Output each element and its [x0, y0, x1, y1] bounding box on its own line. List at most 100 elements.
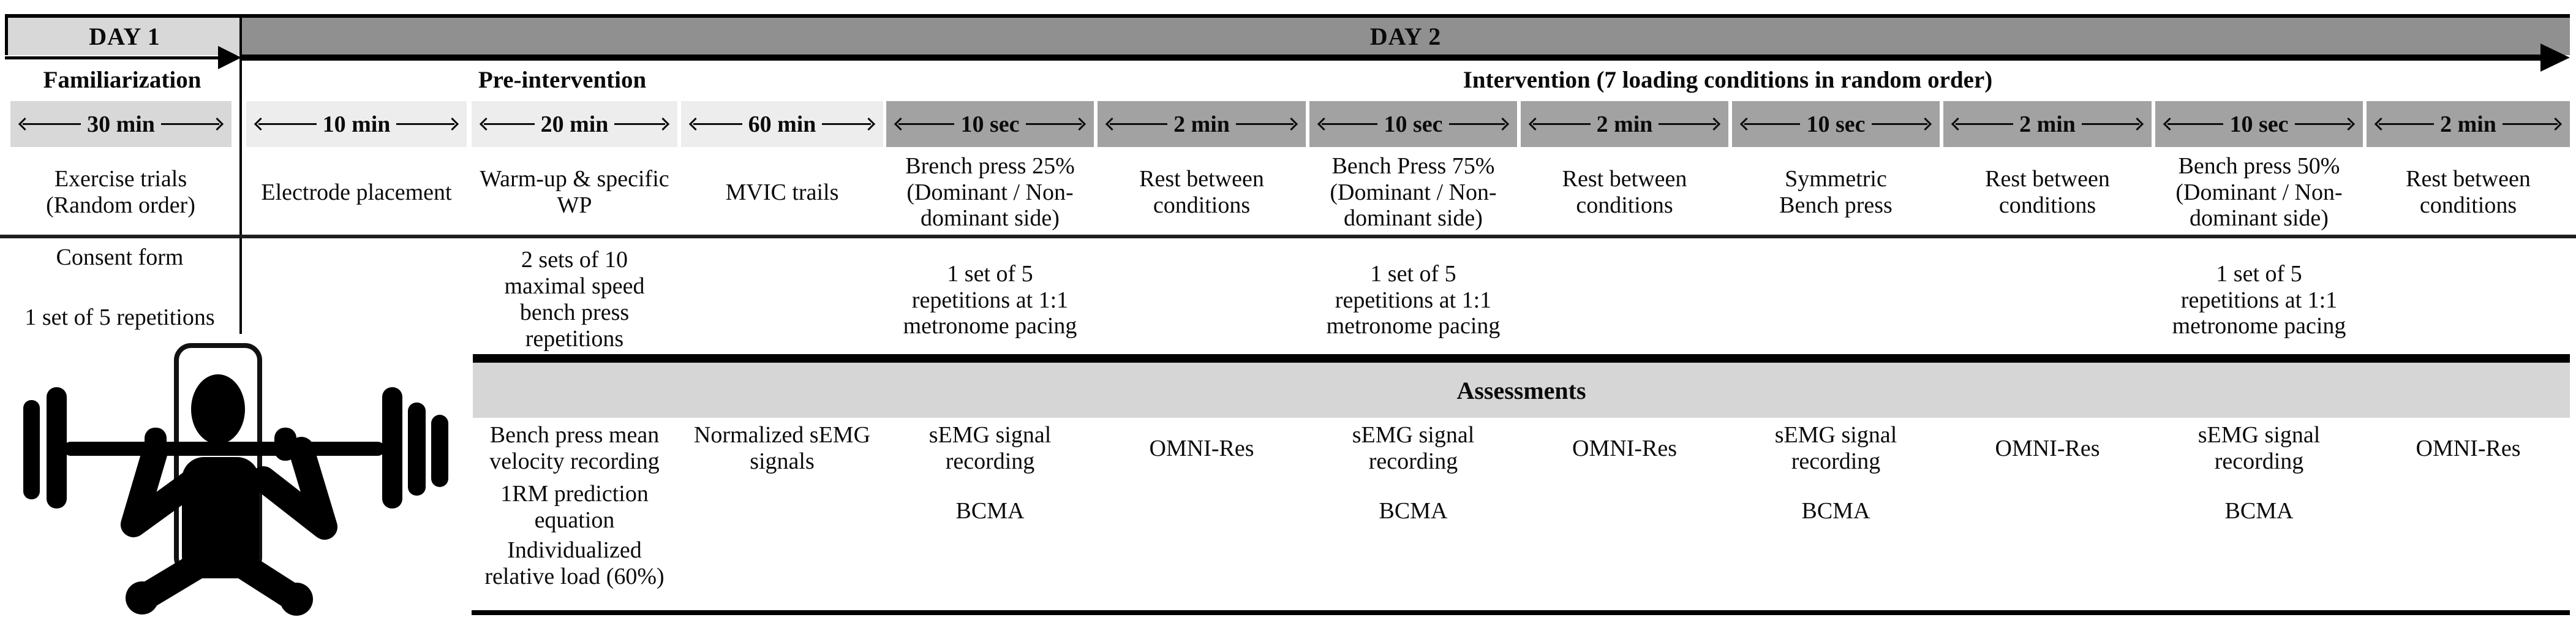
arrow-left-icon [254, 117, 268, 131]
activity-rest3: Rest between conditions [1985, 166, 2110, 218]
time-cell-rest4: 2 min [2367, 101, 2570, 147]
activity-rest1: Rest between conditions [1139, 166, 1264, 218]
bottom-border-line [472, 610, 2570, 615]
assessments-bar: Assessments [473, 363, 2570, 418]
detail-familiarization-reps: 1 set of 5 repetitions [24, 304, 215, 330]
arrow-left-icon [894, 117, 908, 131]
day2-header: DAY 2 [241, 18, 2570, 55]
activities-divider-line [0, 235, 2576, 238]
time-label: 10 sec [2229, 111, 2289, 137]
day1-header: DAY 1 [5, 18, 241, 55]
bench-press-figure-icon [23, 343, 448, 616]
arrow-right-icon [445, 117, 459, 131]
assessment-semg-bp25: sEMG signal recording [928, 422, 1052, 474]
arrow-right-icon [656, 117, 670, 131]
time-label: 30 min [87, 111, 155, 137]
activity-warmup: Warm-up & specific WP [480, 166, 669, 218]
detail-metronome-bp75: 1 set of 5 repetitions at 1:1 metronome … [1326, 260, 1501, 339]
time-cell-symmetric: 10 sec [1732, 101, 1940, 147]
activity-bp75: Bench Press 75% (Dominant / Non- dominan… [1330, 153, 1497, 232]
time-label: 2 min [1596, 111, 1653, 137]
day1-arrow-shaft [5, 56, 218, 59]
assessment-velocity-recording: Bench press mean velocity recording [489, 422, 660, 474]
day2-arrowhead-icon [2540, 43, 2570, 72]
arrow-right-icon [2130, 117, 2144, 131]
activity-bp25: Brench press 25% (Dominant / Non- domina… [905, 153, 1075, 232]
assessment-semg-bp75: sEMG signal recording [1352, 422, 1475, 474]
assessment-semg-bp50: sEMG signal recording [2198, 422, 2321, 474]
assessment-omni-rest3: OMNI-Res [1995, 435, 2100, 461]
time-label: 2 min [1173, 111, 1230, 137]
assessment-individualized-load: Individualized relative load (60%) [484, 537, 665, 589]
arrow-left-icon [2163, 117, 2177, 131]
time-label: 60 min [748, 111, 816, 137]
arrow-left-icon [2374, 117, 2388, 131]
arrow-right-icon [210, 117, 224, 131]
top-border-line [5, 14, 2570, 18]
time-label: 10 sec [1384, 111, 1443, 137]
detail-metronome-bp50: 1 set of 5 repetitions at 1:1 metronome … [2172, 260, 2346, 339]
day2-arrow-shaft [241, 55, 2543, 61]
assessment-omni-rest1: OMNI-Res [1149, 435, 1254, 461]
assessment-1rm-prediction: 1RM prediction equation [500, 481, 649, 533]
time-label: 10 min [322, 111, 391, 137]
time-label: 20 min [540, 111, 609, 137]
assessments-top-line [473, 354, 2570, 363]
time-label: 10 sec [960, 111, 1020, 137]
arrow-left-icon [18, 117, 32, 131]
time-cell-bp75: 10 sec [1309, 101, 1517, 147]
arrow-left-icon [1528, 117, 1542, 131]
time-cell-rest1: 2 min [1098, 101, 1306, 147]
activity-electrode-placement: Electrode placement [261, 179, 452, 205]
assessment-bcma-bp75: BCMA [1379, 497, 1448, 524]
activity-rest4: Rest between conditions [2406, 166, 2531, 218]
assessments-title: Assessments [1456, 376, 1586, 404]
time-cell-mvic: 60 min [681, 101, 883, 147]
phase-pre-intervention: Pre-intervention [478, 66, 647, 93]
day1-label: DAY 1 [89, 23, 160, 50]
arrow-right-icon [1707, 117, 1721, 131]
arrow-left-icon [1951, 117, 1965, 131]
arrow-left-icon [479, 117, 493, 131]
arrow-right-icon [2341, 117, 2356, 131]
arrow-right-icon [862, 117, 876, 131]
time-cell-rest3: 2 min [1943, 101, 2152, 147]
time-cell-bp50: 10 sec [2155, 101, 2363, 147]
time-label: 2 min [2440, 111, 2496, 137]
detail-warmup-sets: 2 sets of 10 maximal speed bench press r… [504, 247, 645, 352]
arrow-right-icon [1284, 117, 1298, 131]
arrow-left-icon [1105, 117, 1119, 131]
assessment-bcma-symmetric: BCMA [1801, 497, 1870, 524]
assessment-bcma-bp50: BCMA [2224, 497, 2294, 524]
day2-label: DAY 2 [1369, 23, 1442, 50]
time-label: 2 min [2019, 111, 2076, 137]
activity-exercise-trials: Exercise trials (Random order) [46, 166, 195, 218]
detail-metronome-bp25: 1 set of 5 repetitions at 1:1 metronome … [903, 260, 1077, 339]
detail-consent-form: Consent form [56, 244, 184, 270]
activity-rest2: Rest between conditions [1562, 166, 1687, 218]
time-cell-bp25: 10 sec [886, 101, 1094, 147]
assessment-omni-rest4: OMNI-Res [2416, 435, 2521, 461]
time-cell-warmup: 20 min [472, 101, 677, 147]
assessment-bcma-bp25: BCMA [955, 497, 1025, 524]
arrow-right-icon [1496, 117, 1510, 131]
assessment-omni-rest2: OMNI-Res [1572, 435, 1677, 461]
assessment-semg-symmetric: sEMG signal recording [1774, 422, 1897, 474]
arrow-right-icon [1072, 117, 1087, 131]
activity-symmetric: Symmetric Bench press [1779, 166, 1892, 218]
time-cell-electrode: 10 min [246, 101, 467, 147]
activity-mvic: MVIC trails [725, 179, 839, 205]
arrow-right-icon [1918, 117, 1932, 131]
time-cell-familiarization: 30 min [10, 101, 232, 147]
activity-bp50: Bench press 50% (Dominant / Non- dominan… [2175, 153, 2343, 232]
assessment-normalized-semg: Normalized sEMG signals [693, 422, 871, 474]
time-label: 10 sec [1806, 111, 1866, 137]
arrow-left-icon [688, 117, 702, 131]
phase-intervention: Intervention (7 loading conditions in ra… [1463, 66, 1993, 93]
arrow-right-icon [2548, 117, 2563, 131]
day1-arrowhead-icon [218, 46, 241, 69]
time-cell-rest2: 2 min [1521, 101, 1728, 147]
arrow-left-icon [1317, 117, 1331, 131]
phase-familiarization: Familiarization [43, 66, 201, 93]
